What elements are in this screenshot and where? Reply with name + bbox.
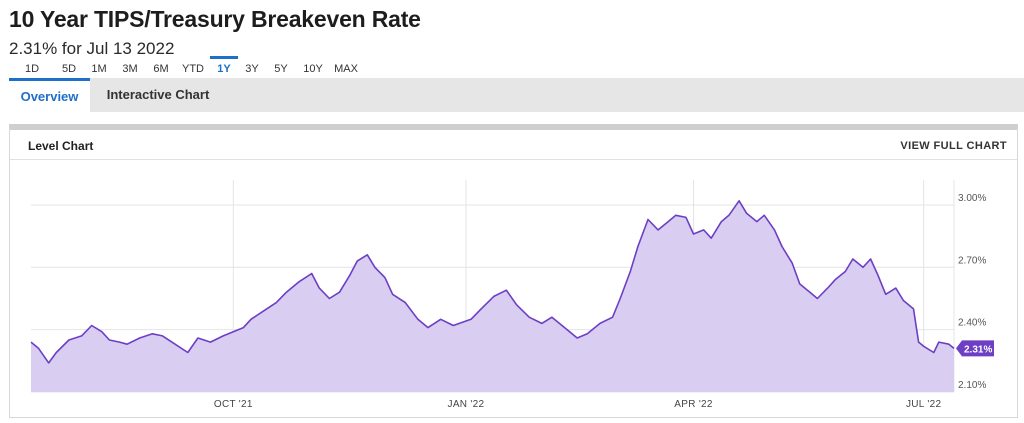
y-tick-label: 2.40% <box>958 318 986 329</box>
x-tick-label: JUL '22 <box>906 399 941 410</box>
series-line <box>30 200 955 364</box>
last-value-badge-shape <box>956 340 994 357</box>
card-header: Level Chart VIEW FULL CHART <box>10 130 1017 160</box>
x-tick-label: OCT '21 <box>214 399 253 410</box>
range-5y[interactable]: 5Y <box>274 63 288 75</box>
range-10y[interactable]: 10Y <box>303 63 323 75</box>
range-1m[interactable]: 1M <box>91 63 107 75</box>
x-tick-label: APR '22 <box>674 399 713 410</box>
card-title: Level Chart <box>28 139 94 153</box>
view-full-chart-link[interactable]: VIEW FULL CHART <box>900 140 1007 152</box>
area-fill <box>31 200 954 392</box>
y-tick-label: 3.00% <box>958 193 986 204</box>
range-3y[interactable]: 3Y <box>245 63 259 75</box>
last-value-badge: 2.31% <box>956 340 994 357</box>
range-6m[interactable]: 6M <box>153 63 169 75</box>
page-title: 10 Year TIPS/Treasury Breakeven Rate <box>9 6 421 32</box>
x-tick-label: JAN '22 <box>448 399 485 410</box>
last-value-label: 2.31% <box>964 344 992 355</box>
y-tick-label: 2.70% <box>958 255 986 266</box>
range-max[interactable]: MAX <box>334 63 358 75</box>
x-tick-labels: OCT '21 JAN '22 APR '22 JUL '22 <box>214 399 941 410</box>
current-value-subtitle: 2.31% for Jul 13 2022 <box>9 39 175 58</box>
y-tick-label: 2.10% <box>958 380 986 391</box>
tab-bar: Overview Interactive Chart <box>9 78 1024 112</box>
range-1d[interactable]: 1D <box>25 63 40 75</box>
range-selector: 1D 5D 1M 3M 6M YTD 1Y 3Y 5Y 10Y MAX <box>25 56 362 80</box>
range-3m[interactable]: 3M <box>122 63 138 75</box>
y-tick-labels: 2.10% 2.40% 2.70% 3.00% <box>958 193 986 391</box>
range-5d[interactable]: 5D <box>61 63 77 75</box>
range-ytd[interactable]: YTD <box>182 63 204 75</box>
range-1y[interactable]: 1Y <box>210 56 238 80</box>
tab-overview[interactable]: Overview <box>9 78 90 112</box>
tab-interactive-chart[interactable]: Interactive Chart <box>106 87 210 102</box>
